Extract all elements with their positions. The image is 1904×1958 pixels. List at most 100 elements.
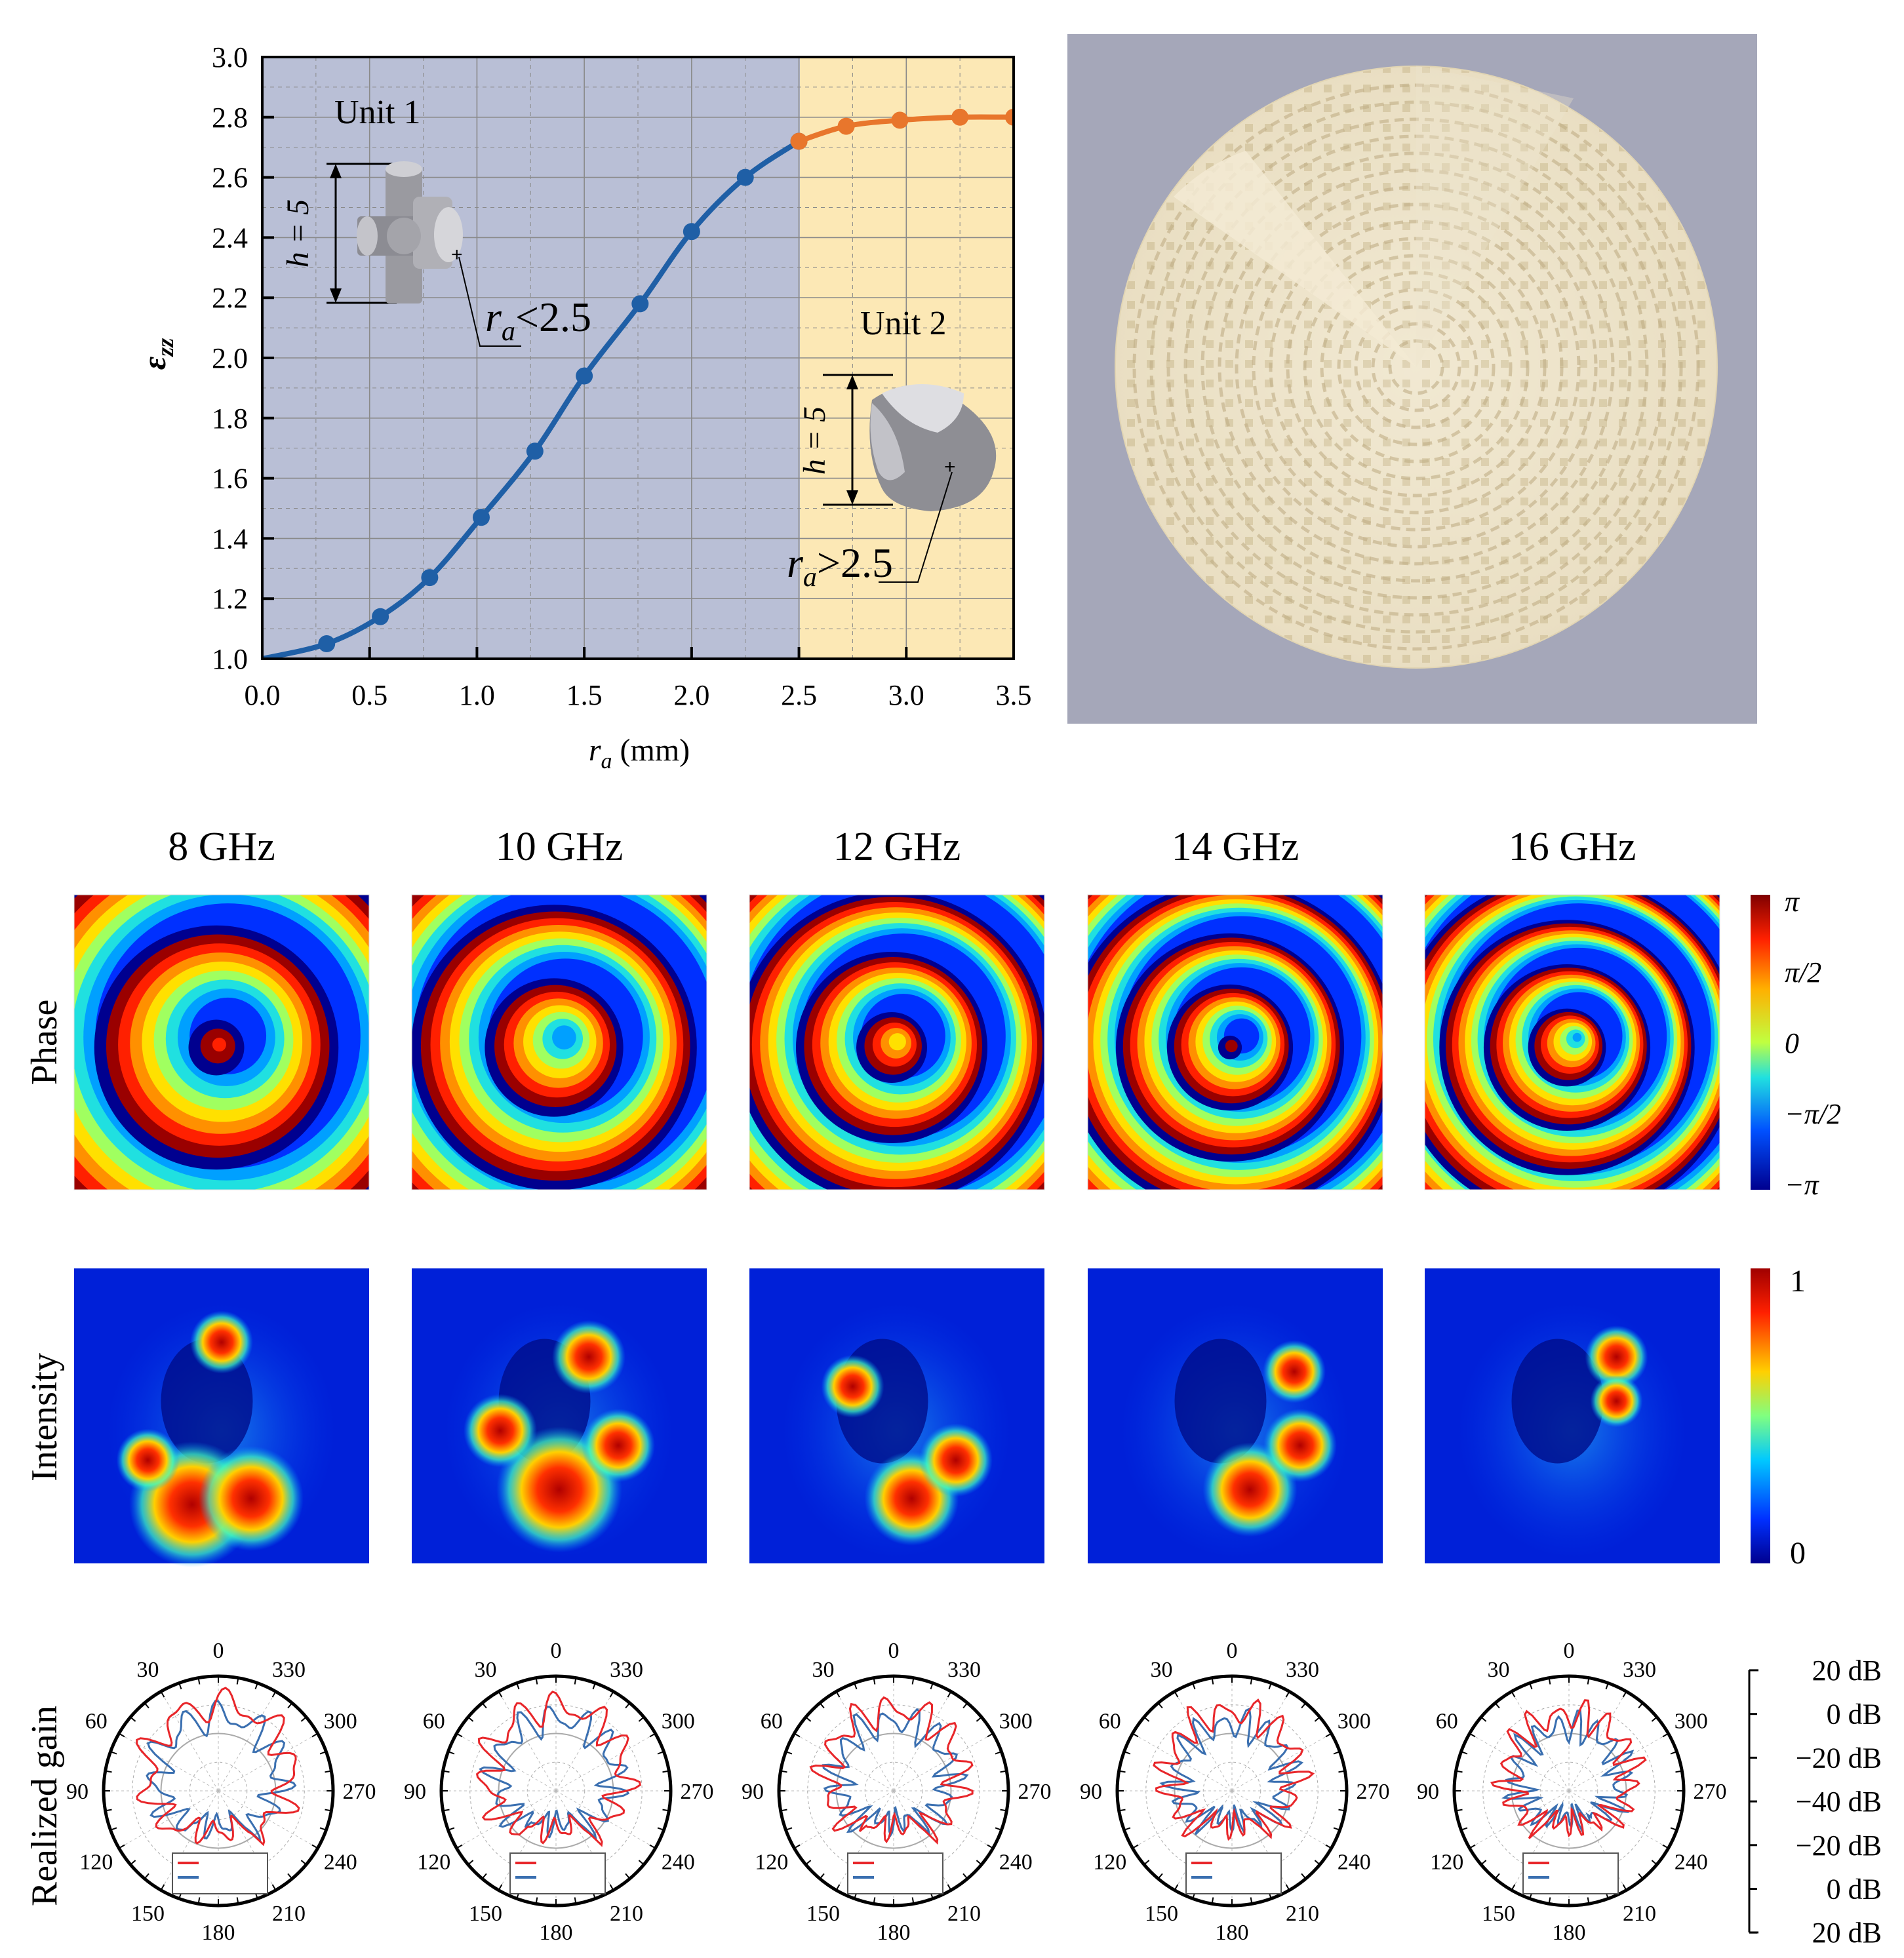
phase-colorbar-label: π [1785, 886, 1800, 918]
data-point [421, 569, 439, 587]
y-tick-label: 1.4 [212, 522, 248, 555]
polar-legend [1522, 1852, 1619, 1894]
phase-colorbar-label: −π/2 [1785, 1098, 1841, 1130]
polar-trace-blue [146, 1700, 297, 1843]
phase-map [411, 894, 707, 1190]
polar-angle-label: 30 [137, 1658, 159, 1682]
y-tick-label: 1.2 [212, 583, 248, 615]
permittivity-chart: 0.0 0.5 1.0 1.5 2.0 2.5 3.0 3.5 1.0 1.2 1.4 1.6 1.8 2… [136, 41, 1032, 773]
polar-angle-label: 270 [343, 1780, 376, 1804]
x-tick-label: 0.5 [351, 679, 387, 711]
unit1-radius-label: ra<2.5 [485, 294, 591, 347]
polar-trace-red [1153, 1698, 1315, 1841]
polar-angle-label: 330 [610, 1658, 643, 1682]
intensity-colorbar-label: 0 [1790, 1536, 1806, 1571]
svg-text:+: + [944, 456, 956, 478]
polar-plot: 0 30 60 90 120 150 180 210 240 270 300 330 [66, 1639, 376, 1945]
phase-map [73, 894, 370, 1190]
unit1-height-label: h = 5 [281, 199, 315, 267]
polar-angle-label: 120 [417, 1850, 450, 1875]
polar-angle-label: 300 [324, 1710, 357, 1734]
lattice-ring [1183, 134, 1649, 600]
polar-angle-label: 240 [1675, 1850, 1708, 1875]
lattice-rings [1132, 83, 1700, 651]
lattice-ring [1218, 168, 1615, 566]
lattice-ring [1388, 339, 1444, 395]
x-axis-label: ra (mm) [589, 733, 690, 773]
lattice-ring [1149, 100, 1683, 634]
polar-angle-label: 330 [1286, 1658, 1319, 1682]
ticks-layer: 0.0 0.5 1.0 1.5 2.0 2.5 3.0 3.5 1.0 1.2 1.4 1.6 1.8 2… [212, 41, 1032, 711]
scale-label: 0 dB [1827, 1698, 1882, 1731]
polar-angle-label: 0 [551, 1639, 562, 1663]
row-label-intensity: Intensity [24, 1353, 65, 1481]
polar-angle-label: 210 [947, 1902, 981, 1926]
polar-plot: 0 30 60 90 120 150 180 210 240 270 300 330 [1080, 1639, 1390, 1945]
x-tick-label: 2.5 [781, 679, 817, 711]
grid-lines [262, 56, 1014, 659]
unit1-cell-drawing: + [327, 161, 521, 347]
polar-angle-label: 30 [475, 1658, 497, 1682]
polar-angle-label: 150 [806, 1902, 840, 1926]
intensity-map [1425, 1268, 1720, 1563]
data-point [1005, 108, 1014, 126]
polar-angle-label: 180 [877, 1921, 911, 1945]
lattice-ring [1286, 237, 1547, 498]
intensity-colorbar [1751, 1268, 1770, 1563]
data-point [631, 295, 649, 313]
scale-label: −20 dB [1796, 1830, 1882, 1862]
polar-angle-label: 210 [610, 1902, 643, 1926]
polar-angle-label: 90 [404, 1780, 426, 1804]
lattice-ring [1132, 83, 1700, 651]
data-point [837, 117, 855, 135]
lattice-ring [1371, 322, 1461, 412]
polar-angle-label: 150 [1482, 1902, 1515, 1926]
polar-angle-label: 330 [272, 1658, 306, 1682]
polar-angle-label: 270 [1694, 1780, 1727, 1804]
phase-colorbar-labels: π π/2 0 −π/2 −π [1785, 886, 1841, 1201]
polar-angle-label: 210 [272, 1902, 306, 1926]
scale-label: −40 dB [1796, 1786, 1882, 1818]
polar-angle-label: 330 [947, 1658, 981, 1682]
phase-map [1424, 894, 1720, 1190]
phase-colorbar-label: π/2 [1785, 956, 1821, 989]
polar-legend [847, 1852, 943, 1894]
lens-photo [1067, 34, 1757, 724]
polar-angle-label: 240 [324, 1850, 357, 1875]
scale-label: 20 dB [1812, 1655, 1882, 1687]
polar-angle-label: 60 [1436, 1710, 1458, 1734]
x-tick-label: 0.0 [245, 679, 281, 711]
y-axis-label: εzz [136, 338, 178, 370]
lattice-ring [1303, 254, 1530, 480]
phase-map [1087, 894, 1383, 1190]
polar-trace-red [1490, 1699, 1647, 1839]
polar-legend [509, 1852, 606, 1894]
polar-plot: 0 30 60 90 120 150 180 210 240 270 300 330 [404, 1639, 714, 1945]
data-point [683, 223, 700, 241]
polar-angle-label: 90 [66, 1780, 89, 1804]
phase-map [749, 894, 1045, 1190]
polar-angle-label: 60 [1099, 1710, 1121, 1734]
y-tick-label: 1.0 [212, 643, 248, 675]
x-tick-label: 1.0 [459, 679, 495, 711]
polar-angle-label: 60 [85, 1710, 108, 1734]
x-tick-label: 3.0 [888, 679, 924, 711]
polar-angle-label: 120 [755, 1850, 788, 1875]
unit2-cell-drawing: + [823, 374, 997, 583]
y-tick-label: 2.0 [212, 342, 248, 374]
y-tick-label: 1.8 [212, 402, 248, 435]
polar-angle-label: 0 [1227, 1639, 1238, 1663]
scale-label: 20 dB [1812, 1917, 1882, 1949]
polar-plot: 0 30 60 90 120 150 180 210 240 270 300 330 [742, 1639, 1052, 1945]
scale-label: 0 dB [1827, 1873, 1882, 1906]
lattice-ring [1320, 271, 1513, 463]
polar-angle-label: 330 [1623, 1658, 1656, 1682]
polar-angle-label: 0 [213, 1639, 224, 1663]
phase-colorbar-label: 0 [1785, 1027, 1799, 1059]
lattice-ring [1235, 186, 1598, 549]
polar-angle-label: 90 [1417, 1780, 1439, 1804]
polar-angle-label: 120 [79, 1850, 113, 1875]
data-point [790, 132, 808, 150]
polar-angle-label: 150 [1145, 1902, 1178, 1926]
polar-angle-label: 0 [888, 1639, 900, 1663]
